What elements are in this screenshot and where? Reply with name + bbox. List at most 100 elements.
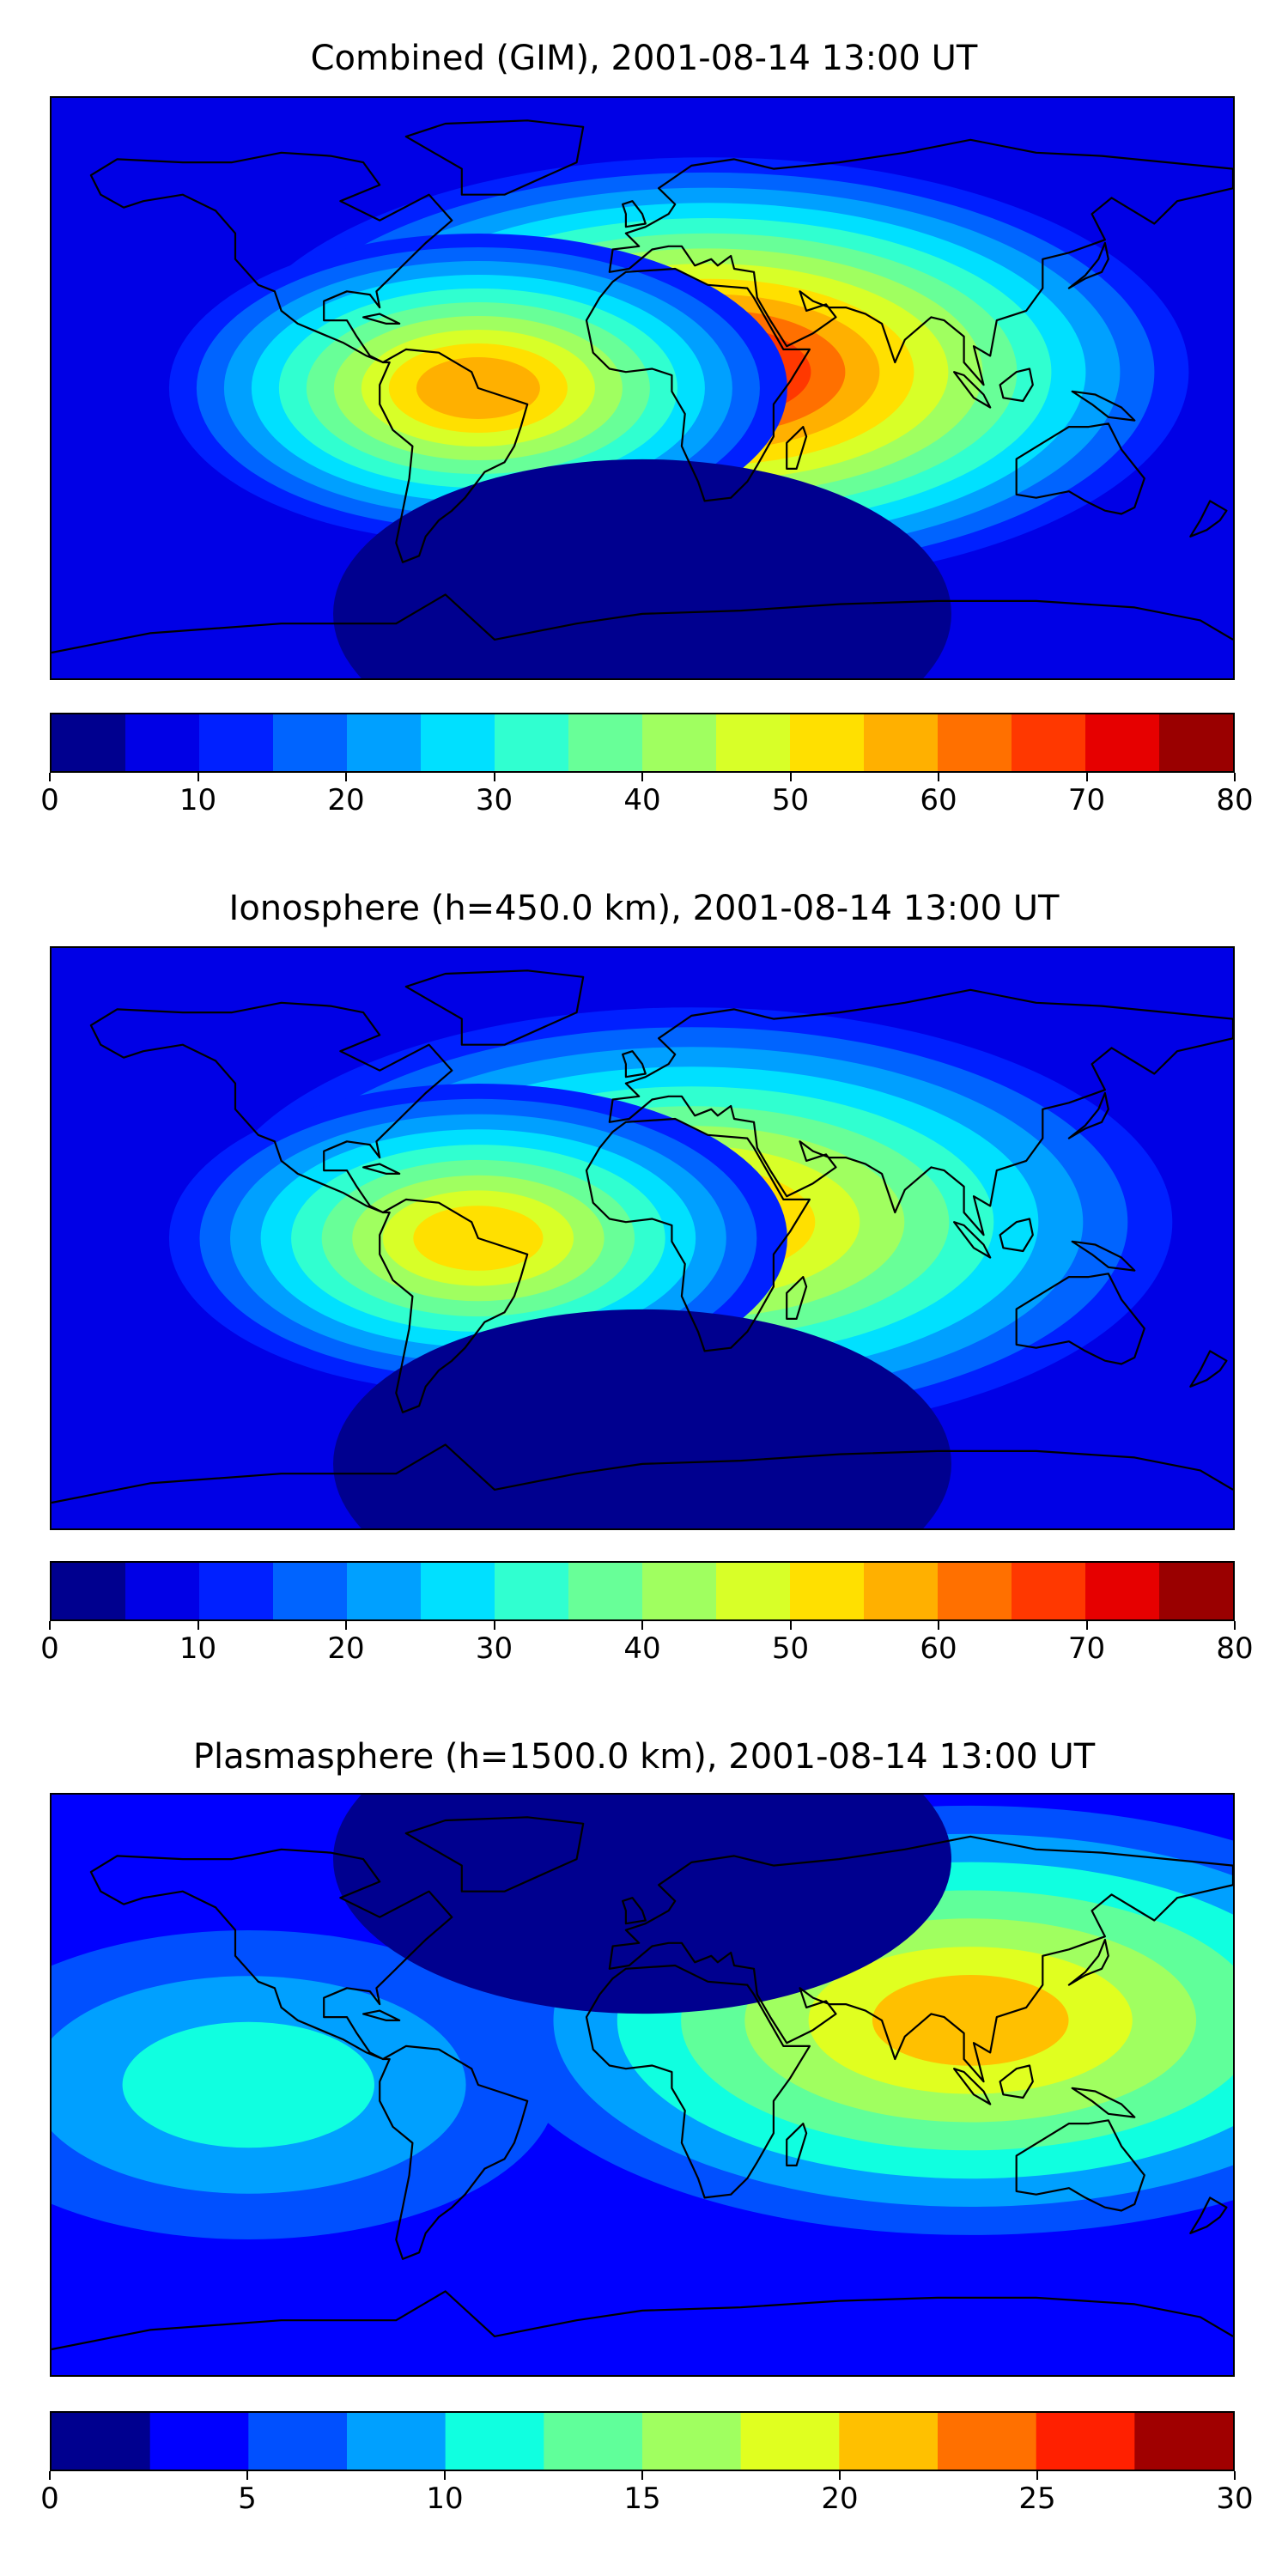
tec-map xyxy=(50,946,1235,1530)
colorbar-segment xyxy=(1159,1563,1233,1619)
colorbar-segment xyxy=(864,1563,939,1619)
coastline-australia xyxy=(1015,422,1145,515)
tec-map-svg xyxy=(52,1795,1233,2375)
coastline-sumatra xyxy=(952,1221,992,1259)
coastline-south-america xyxy=(379,348,529,563)
colorbar-tick xyxy=(197,773,199,781)
tec-map xyxy=(50,1793,1235,2377)
colorbar-tick xyxy=(493,1621,495,1630)
chart-title: Ionosphere (h=450.0 km), 2001-08-14 13:0… xyxy=(228,889,1060,928)
colorbar-tick xyxy=(345,1621,347,1630)
colorbar xyxy=(50,1561,1235,1621)
colorbar-tick-label: 60 xyxy=(920,1631,957,1666)
colorbar-tick-label: 30 xyxy=(475,783,513,817)
coastline-madagascar xyxy=(786,1276,808,1320)
chart-title: Plasmasphere (h=1500.0 km), 2001-08-14 1… xyxy=(192,1737,1096,1777)
colorbar-tick xyxy=(1234,2471,1236,2480)
colorbar-segment xyxy=(938,1563,1012,1619)
colorbar-tick xyxy=(641,1621,643,1630)
colorbar-segment xyxy=(1159,714,1233,771)
colorbar-tick xyxy=(49,773,51,781)
colorbar-segment xyxy=(199,1563,274,1619)
colorbar-tick-label: 50 xyxy=(771,783,810,817)
colorbar-tick xyxy=(246,2471,248,2480)
colorbar-segment xyxy=(125,714,200,771)
colorbar-tick xyxy=(1036,2471,1038,2480)
colorbar-tick-label: 10 xyxy=(426,2482,464,2516)
coastline-south-america xyxy=(379,2044,529,2260)
coastline-borneo xyxy=(999,368,1034,403)
colorbar-ticks: 0 10 20 30 40 50 60 70 80 xyxy=(40,773,1254,817)
colorbar-tick xyxy=(49,1621,51,1630)
colorbar-segment xyxy=(495,1563,569,1619)
coastline-borneo xyxy=(999,1218,1034,1253)
coastline-new-guinea xyxy=(1071,1240,1136,1272)
colorbar-tick-label: 20 xyxy=(327,783,365,817)
coastline-north-america xyxy=(89,1001,453,1214)
contour-region xyxy=(122,2021,374,2148)
colorbar-segment xyxy=(1085,714,1160,771)
colorbar-tick-label: 40 xyxy=(623,783,661,817)
colorbar-segment xyxy=(1085,1563,1160,1619)
colorbar-tick-label: 70 xyxy=(1067,783,1106,817)
colorbar xyxy=(50,713,1235,773)
colorbar-tick-label: 10 xyxy=(179,783,217,817)
coastline-cuba xyxy=(362,2009,401,2021)
colorbar-tick-label: 60 xyxy=(920,783,957,817)
colorbar-tick xyxy=(839,2471,841,2480)
coastline-africa xyxy=(585,1117,811,1352)
colorbar-segment xyxy=(273,1563,348,1619)
colorbar-segment xyxy=(642,714,717,771)
coastline-japan xyxy=(1067,1938,1109,1986)
contour-region xyxy=(872,1975,1069,2066)
coastline-antarctica xyxy=(52,1443,1233,1504)
coastline-australia xyxy=(1015,2119,1145,2212)
coastline-new-zealand xyxy=(1189,2196,1228,2234)
coastline-south-america xyxy=(379,1198,529,1413)
colorbar-tick xyxy=(641,773,643,781)
colorbar-segment xyxy=(445,2413,544,2470)
coastline-british-isles xyxy=(621,1897,647,1925)
tec-map-svg xyxy=(52,98,1233,678)
colorbar-tick-label: 20 xyxy=(327,1631,365,1666)
colorbar-segment xyxy=(248,2413,348,2470)
colorbar-tick-label: 30 xyxy=(1216,2482,1254,2516)
colorbar-tick xyxy=(641,2471,643,2480)
colorbar-tick-label: 0 xyxy=(40,783,59,817)
colorbar-tick xyxy=(49,2471,51,2480)
contour-region xyxy=(333,1795,951,2014)
colorbar-tick-label: 5 xyxy=(238,2482,257,2516)
colorbar-tick-label: 70 xyxy=(1067,1631,1106,1666)
colorbar-tick xyxy=(1234,1621,1236,1630)
coastline-british-isles xyxy=(621,200,647,228)
colorbar-segment xyxy=(199,714,274,771)
colorbar-segment xyxy=(790,714,865,771)
colorbar-tick xyxy=(1085,773,1088,781)
coastline-borneo xyxy=(999,2064,1034,2099)
colorbar xyxy=(50,2411,1235,2471)
colorbar-tick-label: 25 xyxy=(1018,2482,1056,2516)
coastline-sumatra xyxy=(952,2068,992,2105)
chart-title: Combined (GIM), 2001-08-14 13:00 UT xyxy=(310,39,978,78)
colorbar-tick-label: 50 xyxy=(771,1631,810,1666)
colorbar-tick xyxy=(345,773,347,781)
coastline-sumatra xyxy=(952,371,992,409)
colorbar-segment xyxy=(347,714,422,771)
colorbar-segment xyxy=(790,1563,865,1619)
colorbar-segment xyxy=(1012,1563,1086,1619)
colorbar-segment xyxy=(421,714,495,771)
coastline-antarctica xyxy=(52,593,1233,654)
colorbar-tick-label: 30 xyxy=(475,1631,513,1666)
coastline-eurasia xyxy=(608,988,1233,1236)
coastline-new-guinea xyxy=(1071,390,1136,422)
colorbar-segment xyxy=(52,2413,151,2470)
colorbar-segment xyxy=(568,714,643,771)
colorbar-segment xyxy=(642,1563,717,1619)
colorbar-segment xyxy=(716,714,791,771)
colorbar-tick xyxy=(444,2471,446,2480)
coastline-japan xyxy=(1067,241,1109,289)
coastline-new-zealand xyxy=(1189,500,1228,538)
colorbar-tick xyxy=(938,773,939,781)
coastline-antarctica xyxy=(52,2290,1233,2351)
colorbar-tick-label: 10 xyxy=(179,1631,217,1666)
